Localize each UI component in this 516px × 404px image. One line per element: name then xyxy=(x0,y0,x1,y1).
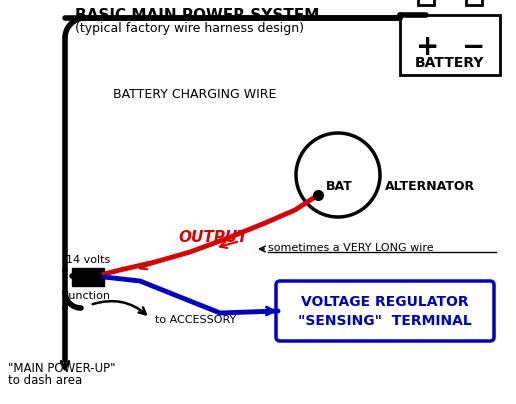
Text: BATTERY CHARGING WIRE: BATTERY CHARGING WIRE xyxy=(114,88,277,101)
Text: BAT: BAT xyxy=(326,181,353,194)
Text: 14 volts: 14 volts xyxy=(66,255,110,265)
Text: −: − xyxy=(462,33,486,61)
Text: to ACCESSORY: to ACCESSORY xyxy=(155,315,236,325)
Bar xyxy=(72,268,104,286)
Text: "MAIN POWER-UP": "MAIN POWER-UP" xyxy=(8,362,116,375)
Bar xyxy=(418,0,434,5)
Text: to dash area: to dash area xyxy=(8,375,82,387)
Text: (typical factory wire harness design): (typical factory wire harness design) xyxy=(75,22,304,35)
Bar xyxy=(400,15,500,75)
Text: Junction: Junction xyxy=(66,291,110,301)
Text: VOLTAGE REGULATOR: VOLTAGE REGULATOR xyxy=(301,295,469,309)
Text: BASIC MAIN POWER SYSTEM: BASIC MAIN POWER SYSTEM xyxy=(75,8,319,23)
Bar xyxy=(466,0,482,5)
Text: ALTERNATOR: ALTERNATOR xyxy=(385,181,475,194)
Text: OUTPUT: OUTPUT xyxy=(178,230,248,245)
Text: "SENSING"  TERMINAL: "SENSING" TERMINAL xyxy=(298,314,472,328)
Text: +: + xyxy=(416,33,440,61)
Text: sometimes a VERY LONG wire: sometimes a VERY LONG wire xyxy=(268,243,433,253)
FancyBboxPatch shape xyxy=(276,281,494,341)
Text: BATTERY: BATTERY xyxy=(415,56,485,70)
